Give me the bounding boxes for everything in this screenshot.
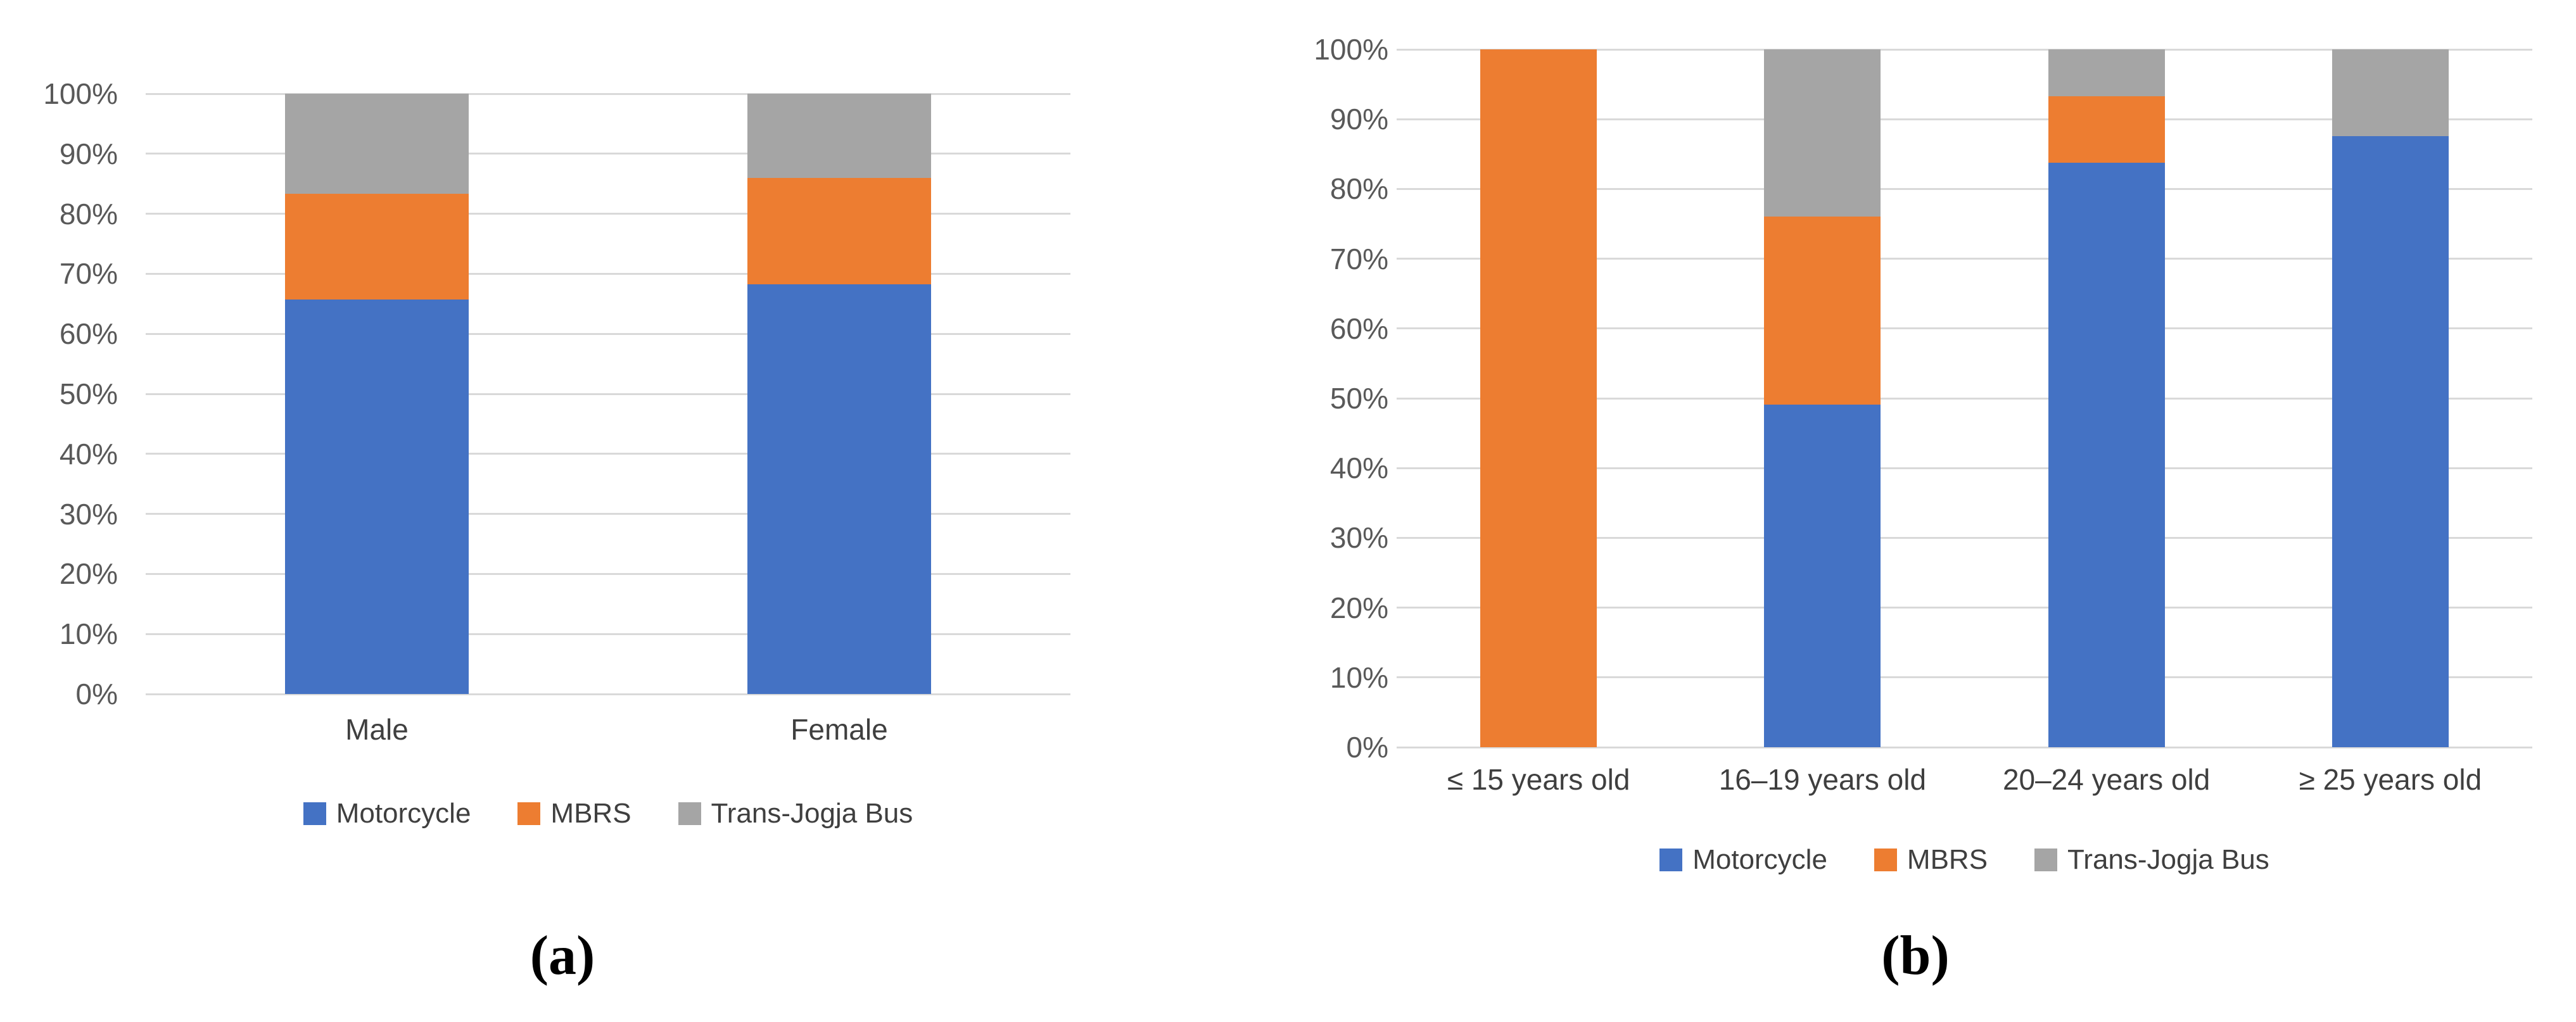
gridline [1397, 536, 2532, 539]
gridline [146, 153, 1070, 155]
bar-segment-mbrs [747, 177, 931, 285]
y-axis-tick-label: 0% [75, 678, 118, 710]
gridline [146, 332, 1070, 335]
bar-segment-mbrs [2048, 96, 2165, 163]
bar-segment-trans-jogja-bus [747, 94, 931, 178]
legend-swatch-icon [2034, 849, 2058, 871]
y-axis-tick-label: 0% [1346, 731, 1388, 764]
legend-label: MBRS [550, 798, 631, 829]
legend-swatch-icon [678, 802, 701, 825]
gridline [1397, 187, 2532, 190]
legend-label: Trans-Jogja Bus [2067, 844, 2269, 875]
caption-a: (a) [530, 925, 595, 987]
y-axis-tick-label: 70% [59, 257, 118, 291]
bar-segment-motorcycle [285, 300, 469, 694]
bar-segment-trans-jogja-bus [2332, 49, 2449, 136]
gridline [1397, 746, 2532, 748]
bar-segment-mbrs [1764, 217, 1881, 405]
legend-label: Motorcycle [1692, 844, 1827, 875]
gridline [146, 272, 1070, 275]
y-axis-tick-label: 60% [1329, 312, 1388, 345]
legend-item: MBRS [1874, 844, 1988, 876]
bar-segment-motorcycle [2048, 162, 2165, 747]
legend-label: Trans-Jogja Bus [711, 798, 913, 829]
bar-segment-trans-jogja-bus [2048, 49, 2165, 96]
bar-segment-trans-jogja-bus [285, 94, 469, 194]
legend: Motorcycle MBRS Trans-Jogja Bus [1397, 835, 2532, 885]
category-label: Female [790, 713, 888, 746]
gridline [1397, 607, 2532, 609]
legend-item: Motorcycle [303, 798, 471, 830]
gridline [146, 393, 1070, 395]
y-axis-tick-label: 80% [1329, 172, 1388, 206]
category-label: ≤ 15 years old [1447, 763, 1630, 796]
gridline [1397, 258, 2532, 260]
y-axis-tick-label: 70% [1329, 242, 1388, 275]
category-label: 16–19 years old [1718, 763, 1927, 796]
y-axis-tick-label: 40% [59, 437, 118, 470]
y-axis-tick-label: 90% [1329, 103, 1388, 136]
y-axis-tick-label: 100% [1314, 33, 1388, 66]
y-axis-tick-label: 50% [1329, 382, 1388, 415]
category-label: ≥ 25 years old [2299, 763, 2482, 796]
gridline [1397, 676, 2532, 679]
bar-segment-trans-jogja-bus [1764, 49, 1881, 217]
caption-b: (b) [1881, 925, 1950, 987]
bar-segment-mbrs [1480, 49, 1597, 747]
legend-item: Trans-Jogja Bus [678, 798, 913, 830]
gridline [146, 453, 1070, 455]
legend-swatch-icon [517, 802, 541, 825]
legend-swatch-icon [303, 802, 326, 825]
legend-label: MBRS [1907, 844, 1988, 875]
legend-swatch-icon [1659, 849, 1683, 871]
y-axis-tick-label: 90% [59, 137, 118, 170]
legend-label: Motorcycle [336, 798, 471, 829]
category-label: Male [345, 713, 409, 746]
legend: Motorcycle MBRS Trans-Jogja Bus [146, 788, 1070, 839]
gridline [1397, 48, 2532, 51]
gridline [1397, 397, 2532, 400]
y-axis-tick-label: 100% [43, 77, 118, 110]
gridline [146, 513, 1070, 515]
y-axis-tick-label: 50% [59, 377, 118, 410]
y-axis-tick-label: 30% [1329, 521, 1388, 555]
y-axis-tick-label: 30% [59, 497, 118, 531]
y-axis-tick-label: 20% [59, 557, 118, 591]
y-axis-tick-label: 40% [1329, 451, 1388, 485]
y-axis-tick-label: 60% [59, 317, 118, 351]
bar-segment-mbrs [285, 194, 469, 300]
gridline [1397, 467, 2532, 469]
gridline [146, 92, 1070, 95]
y-axis-tick-label: 10% [59, 617, 118, 651]
gridline [146, 693, 1070, 695]
y-axis-tick-label: 80% [59, 197, 118, 230]
bar-segment-motorcycle [1764, 404, 1881, 747]
gridline [146, 633, 1070, 635]
legend-swatch-icon [1874, 849, 1897, 871]
gridline [1397, 327, 2532, 330]
legend-item: MBRS [517, 798, 631, 830]
category-label: 20–24 years old [2002, 763, 2211, 796]
bar-segment-motorcycle [2332, 136, 2449, 747]
y-axis-tick-label: 10% [1329, 660, 1388, 694]
y-axis-tick-label: 20% [1329, 591, 1388, 624]
bar-segment-motorcycle [747, 284, 931, 694]
legend-item: Motorcycle [1659, 844, 1827, 876]
gridline [146, 572, 1070, 575]
gridline [1397, 118, 2532, 120]
legend-item: Trans-Jogja Bus [2034, 844, 2269, 876]
gridline [146, 213, 1070, 215]
